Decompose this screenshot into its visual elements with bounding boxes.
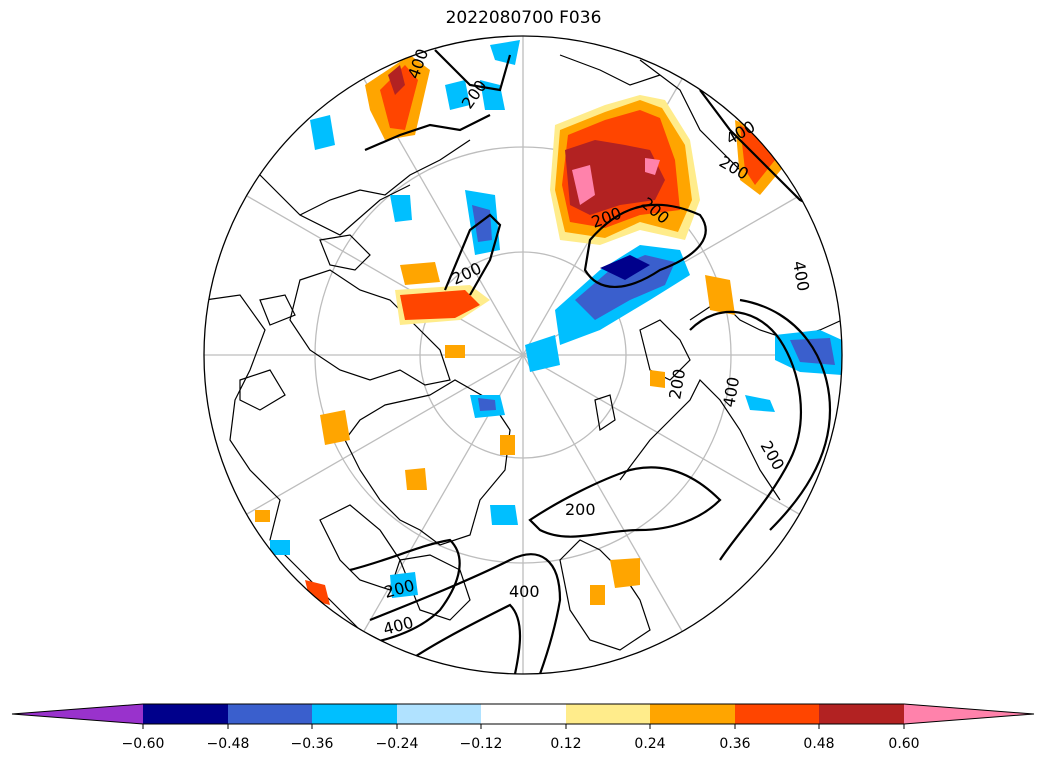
contour-line: [349, 538, 461, 647]
colorbar-segment: [650, 704, 735, 724]
anomaly-fills: [255, 40, 842, 605]
positive-anomaly: [740, 125, 775, 185]
coastline-north-america: [204, 294, 421, 665]
negative-anomaly: [525, 335, 560, 372]
positive-anomaly: [400, 262, 440, 285]
coastline-alaska: [299, 139, 471, 216]
colorbar-segment: [735, 704, 819, 724]
colorbar-tick-label: −0.48: [207, 736, 250, 752]
colorbar-segment: [228, 704, 312, 724]
contour-line: [739, 298, 832, 531]
positive-anomaly: [572, 165, 595, 205]
coastline-chukotka: [559, 54, 661, 86]
contour-line: [443, 213, 502, 296]
negative-anomaly: [310, 115, 335, 150]
positive-anomaly: [590, 585, 605, 605]
colorbar: −0.60 −0.48 −0.36 −0.24 −0.12 0.12 0.24 …: [11, 703, 1035, 752]
colorbar-segment: [481, 704, 566, 724]
colorbar-tick-label: 0.36: [719, 736, 750, 752]
map-title: 2022080700 F036: [445, 8, 602, 28]
coastline-svalbard: [594, 394, 616, 432]
negative-anomaly: [445, 80, 470, 110]
contour-line: [583, 203, 707, 288]
negative-anomaly: [390, 195, 412, 222]
height-contours: [349, 49, 842, 674]
negative-anomaly: [490, 40, 520, 65]
contour-label: 200: [565, 500, 596, 519]
colorbar-tick-label: −0.12: [460, 736, 503, 752]
positive-anomaly: [400, 290, 480, 320]
colorbar-segment: [143, 704, 228, 724]
positive-anomaly: [405, 468, 427, 490]
contour-line: [409, 603, 522, 674]
positive-anomaly: [380, 65, 418, 130]
positive-anomaly: [320, 410, 350, 445]
negative-anomaly: [575, 255, 675, 320]
coastline-scandinavia: [559, 539, 651, 651]
negative-anomaly: [270, 540, 290, 555]
positive-anomaly: [255, 510, 270, 522]
colorbar-tick-label: −0.24: [376, 736, 419, 752]
coastline-islands: [239, 234, 371, 411]
coastline-russia-north: [619, 378, 781, 501]
negative-anomaly: [490, 505, 518, 525]
positive-anomaly: [705, 275, 735, 315]
colorbar-tick-label: −0.36: [291, 736, 334, 752]
negative-anomaly: [390, 572, 418, 598]
colorbar-tick-label: 0.12: [550, 736, 581, 752]
colorbar-segment: [397, 704, 481, 724]
contour-line: [369, 553, 562, 674]
contour-line: [528, 466, 722, 538]
colorbar-segment: [312, 704, 397, 724]
map-border: [203, 35, 843, 675]
coastline-archipelago: [289, 269, 451, 386]
positive-anomaly: [500, 435, 515, 455]
colorbar-extend-low: [12, 704, 143, 724]
contour-label: 400: [509, 582, 540, 601]
negative-anomaly: [790, 338, 835, 365]
colorbar-tick-label: 0.60: [888, 736, 919, 752]
coastline-labrador: [399, 554, 471, 621]
positive-anomaly: [610, 558, 640, 588]
positive-anomaly: [645, 158, 660, 175]
negative-anomaly: [472, 205, 492, 242]
colorbar-segment: [819, 704, 904, 724]
positive-anomaly: [388, 65, 405, 95]
negative-anomaly: [478, 398, 496, 411]
contour-line: [689, 310, 802, 561]
colorbar-tick-label: 0.48: [803, 736, 834, 752]
contour-line: [434, 49, 512, 92]
negative-anomaly: [745, 395, 775, 412]
colorbar-tick-label: −0.60: [122, 736, 165, 752]
positive-anomaly: [650, 370, 665, 388]
negative-anomaly: [600, 255, 650, 280]
colorbar-extend-high: [904, 704, 1034, 724]
contour-line: [364, 114, 491, 152]
positive-anomaly: [445, 345, 465, 358]
colorbar-segment: [566, 704, 650, 724]
colorbar-tick-label: 0.24: [634, 736, 665, 752]
